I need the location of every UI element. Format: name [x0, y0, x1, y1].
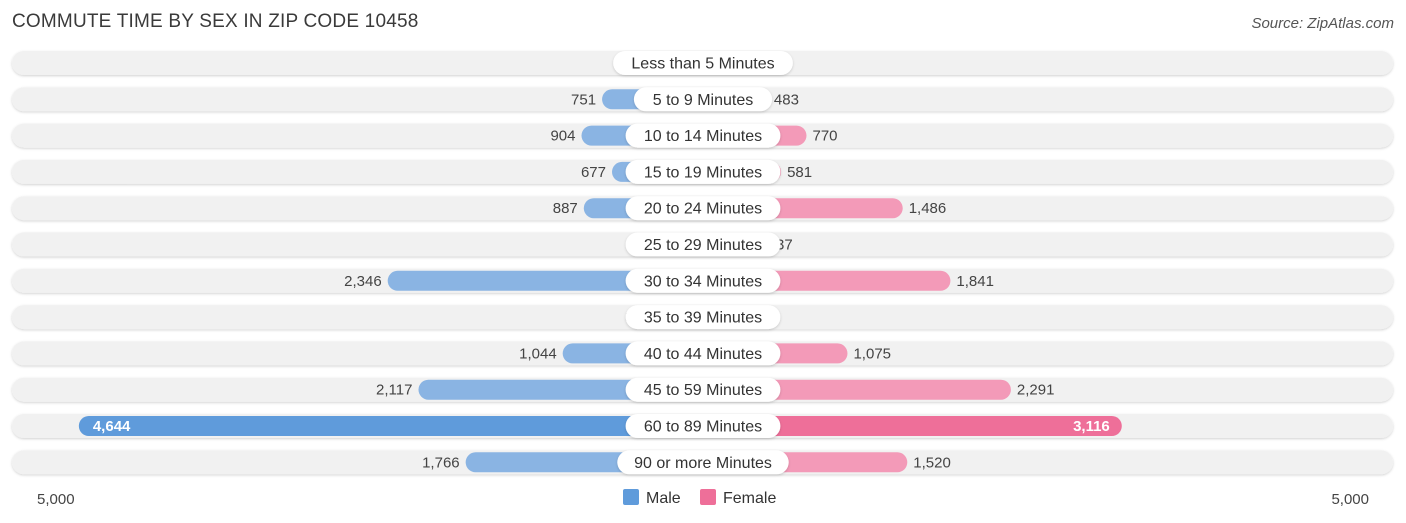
male-value-label: 1,044	[519, 345, 557, 362]
category-label: 15 to 19 Minutes	[644, 164, 762, 181]
chart-title: COMMUTE TIME BY SEX IN ZIP CODE 10458	[12, 11, 419, 32]
category-pill	[625, 159, 781, 184]
row-20-to-24-minutes: 887 1,486 20 to 24 Minutes	[12, 196, 1393, 221]
row-15-to-19-minutes: 677 581 15 to 19 Minutes	[12, 159, 1393, 184]
female-value-label: 483	[774, 91, 799, 108]
row-25-to-29-minutes: 29843725 to 29 Minutes	[12, 232, 1393, 257]
female-value-label: 1,486	[909, 200, 947, 217]
male-value-label: 2,117	[376, 382, 412, 399]
source-note: Source: ZipAtlas.com	[1251, 15, 1394, 32]
category-label: 20 to 24 Minutes	[644, 201, 762, 218]
row-5-to-9-minutes: 751 483 5 to 9 Minutes	[12, 87, 1393, 112]
legend: Male Female	[623, 489, 776, 507]
category-label: 40 to 44 Minutes	[644, 346, 762, 363]
category-label: 90 or more Minutes	[634, 455, 772, 472]
male-value-label: 1,766	[422, 454, 460, 471]
category-pill	[625, 414, 781, 438]
category-pill	[625, 123, 781, 148]
row-35-to-39-minutes: 34812735 to 39 Minutes	[12, 305, 1393, 330]
category-pill	[625, 377, 781, 402]
row-60-to-89-minutes: 4,644 3,116 60 to 89 Minutes	[12, 414, 1393, 438]
category-label: 35 to 39 Minutes	[644, 310, 762, 327]
axis-label-right: 5,000	[1331, 491, 1369, 508]
male-value-label: 677	[581, 164, 606, 181]
category-pill	[625, 305, 781, 330]
female-bar	[703, 379, 1011, 400]
category-pill	[625, 232, 781, 257]
category-label: 45 to 59 Minutes	[644, 382, 762, 399]
category-label: 25 to 29 Minutes	[644, 237, 762, 254]
legend-female-label: Female	[723, 490, 776, 507]
row-30-to-34-minutes: 2,346 1,841 30 to 34 Minutes	[12, 268, 1393, 293]
category-label: Less than 5 Minutes	[631, 56, 774, 73]
female-value-label: 770	[812, 128, 837, 145]
male-value-label: 751	[571, 91, 596, 108]
legend-male-label: Male	[646, 490, 681, 507]
legend-male-swatch	[623, 489, 639, 505]
category-pill	[625, 196, 781, 221]
row-45-to-59-minutes: 2,117 2,291 45 to 59 Minutes	[12, 377, 1393, 402]
male-bar	[387, 270, 703, 291]
male-value-label: 4,644	[93, 418, 131, 435]
row-10-to-14-minutes: 904 770 10 to 14 Minutes	[12, 123, 1393, 148]
female-value-label: 3,116	[1073, 418, 1110, 435]
male-value-label: 904	[550, 128, 575, 145]
legend-female-swatch	[700, 489, 716, 505]
axis-label-left: 5,000	[37, 491, 75, 508]
category-pill	[613, 51, 793, 75]
category-pill	[625, 341, 781, 366]
male-value-label: 2,346	[344, 273, 382, 290]
category-pill	[617, 450, 789, 475]
row-40-to-44-minutes: 1,044 1,075 40 to 44 Minutes	[12, 341, 1393, 366]
category-pill	[625, 268, 781, 293]
female-value-label: 581	[787, 164, 812, 181]
female-value-label: 1,075	[853, 345, 891, 362]
category-label: 30 to 34 Minutes	[644, 273, 762, 290]
male-value-label: 887	[553, 200, 578, 217]
row-less-than-5-minutes: 218153Less than 5 Minutes	[12, 51, 1393, 75]
female-value-label: 2,291	[1017, 382, 1055, 399]
category-label: 5 to 9 Minutes	[653, 92, 754, 109]
male-bar	[78, 416, 704, 436]
female-value-label: 1,520	[913, 454, 951, 471]
female-value-label: 1,841	[956, 273, 994, 290]
category-pill	[633, 87, 773, 112]
category-label: 10 to 14 Minutes	[644, 128, 762, 145]
category-label: 60 to 89 Minutes	[644, 419, 762, 436]
row-90-or-more-minutes: 1,766 1,520 90 or more Minutes	[12, 450, 1393, 475]
female-bar	[703, 416, 1122, 436]
